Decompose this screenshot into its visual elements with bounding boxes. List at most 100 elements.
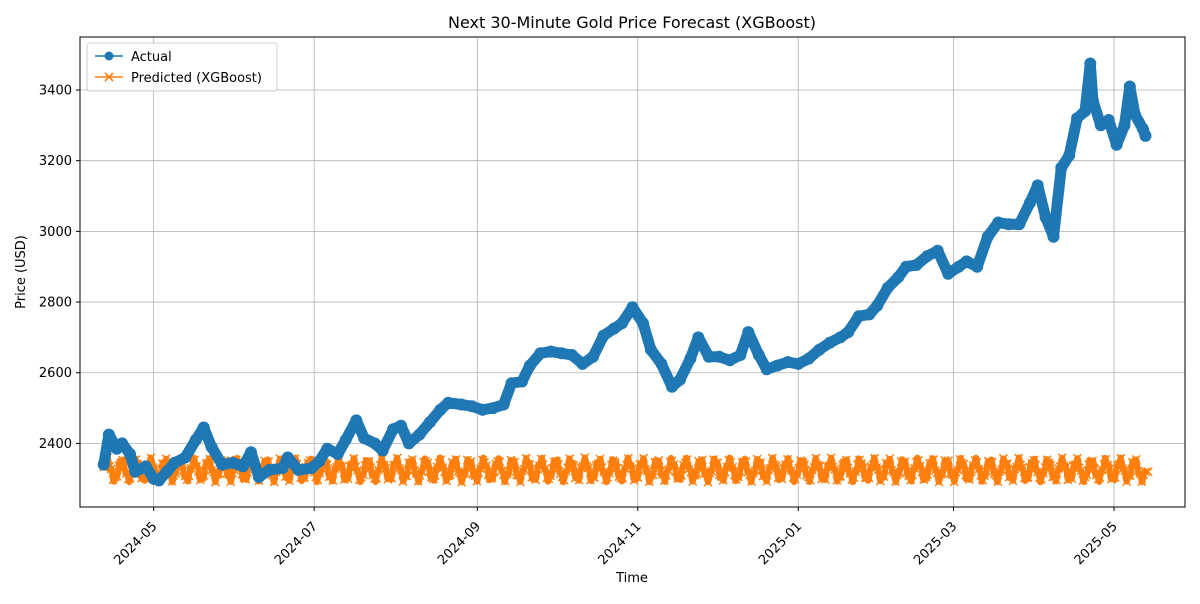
actual-point: [139, 460, 152, 473]
predicted-point: [1116, 453, 1126, 463]
actual-point: [102, 428, 115, 441]
predicted-point: [466, 457, 476, 467]
actual-point: [1102, 114, 1115, 126]
predicted-point: [777, 474, 787, 484]
predicted-point: [858, 463, 868, 473]
actual-point: [455, 398, 468, 411]
predicted-point: [928, 455, 938, 465]
predicted-point: [417, 467, 427, 477]
actual-point: [413, 428, 426, 441]
predicted-point: [849, 473, 859, 483]
predicted-point: [623, 453, 633, 463]
legend-actual-marker-icon: [104, 51, 114, 61]
predicted-point: [214, 469, 224, 479]
actual-point: [313, 455, 326, 468]
actual-point: [910, 258, 923, 271]
predicted-point: [618, 473, 628, 483]
predicted-point: [711, 458, 721, 468]
actual-point: [616, 317, 628, 330]
actual-point: [802, 352, 815, 365]
predicted-point: [1110, 472, 1120, 483]
actual-point: [1047, 230, 1060, 243]
predicted-point: [964, 474, 974, 484]
legend: Actual Predicted (XGBoost): [86, 42, 278, 92]
predicted-point: [1087, 456, 1098, 466]
predicted-point: [472, 476, 482, 486]
actual-point: [576, 357, 589, 370]
predicted-point: [536, 454, 546, 464]
actual-point: [1118, 119, 1131, 132]
predicted-point: [1017, 462, 1027, 472]
predicted-point: [485, 474, 495, 484]
predicted-point: [792, 469, 802, 480]
predicted-point: [923, 470, 933, 480]
predicted-point: [644, 477, 654, 487]
predicted-point: [746, 476, 757, 487]
predicted-point: [703, 477, 713, 487]
predicted-point: [805, 475, 815, 485]
predicted-point: [646, 470, 656, 480]
predicted-point: [943, 456, 954, 466]
predicted-point: [894, 468, 904, 478]
predicted-point: [487, 473, 497, 483]
actual-point: [637, 317, 649, 330]
actual-point: [466, 400, 478, 413]
predicted-point: [1006, 471, 1016, 481]
actual-point: [792, 357, 805, 370]
actual-point: [516, 375, 528, 388]
predicted-point: [616, 473, 626, 483]
predicted-point: [377, 454, 387, 464]
actual-point: [931, 244, 944, 257]
legend-predicted-marker-icon: [104, 72, 114, 82]
actual-point: [292, 463, 305, 476]
actual-point: [752, 349, 765, 361]
actual-point: [1079, 105, 1091, 118]
predicted-point: [112, 471, 122, 481]
predicted-point: [493, 456, 503, 466]
predicted-point: [998, 453, 1008, 463]
actual-point: [350, 414, 363, 427]
predicted-point: [1095, 473, 1105, 483]
y-tick-label: 2600: [39, 366, 72, 381]
predicted-point: [495, 457, 505, 467]
predicted-point: [1101, 454, 1111, 464]
actual-point: [921, 250, 934, 263]
predicted-point: [370, 474, 380, 484]
predicted-point: [460, 468, 471, 478]
predicted-point: [589, 473, 599, 483]
actual-point: [281, 451, 294, 464]
predicted-point: [1025, 463, 1035, 473]
predicted-point: [949, 477, 959, 487]
predicted-point: [430, 470, 440, 481]
predicted-point: [1036, 474, 1046, 484]
y-tick-label: 3200: [39, 154, 72, 169]
predicted-point: [756, 458, 766, 468]
predicted-point: [1021, 473, 1031, 483]
actual-point: [723, 354, 736, 367]
predicted-point: [119, 462, 130, 472]
predicted-point: [830, 464, 840, 474]
actual-point: [1031, 179, 1044, 192]
predicted-point: [565, 454, 575, 464]
predicted-point: [489, 467, 499, 477]
predicted-point: [883, 459, 893, 469]
predicted-point: [313, 475, 323, 485]
actual-point: [852, 310, 865, 323]
predicted-point: [851, 467, 861, 477]
actual-point: [892, 271, 905, 284]
actual-point: [823, 336, 836, 349]
actual-point: [1039, 211, 1052, 224]
actual-point: [129, 465, 142, 478]
y-axis-label: Price (USD): [14, 235, 29, 309]
predicted-point: [633, 472, 643, 482]
predicted-point: [682, 454, 692, 465]
predicted-point: [841, 455, 851, 465]
predicted-point: [870, 453, 880, 463]
predicted-point: [1069, 461, 1079, 471]
predicted-point: [692, 469, 702, 479]
legend-predicted-label: Predicted (XGBoost): [131, 71, 262, 86]
actual-point: [971, 260, 984, 273]
actual-point: [168, 456, 181, 469]
predicted-point: [890, 477, 901, 487]
actual-point: [1110, 138, 1123, 151]
